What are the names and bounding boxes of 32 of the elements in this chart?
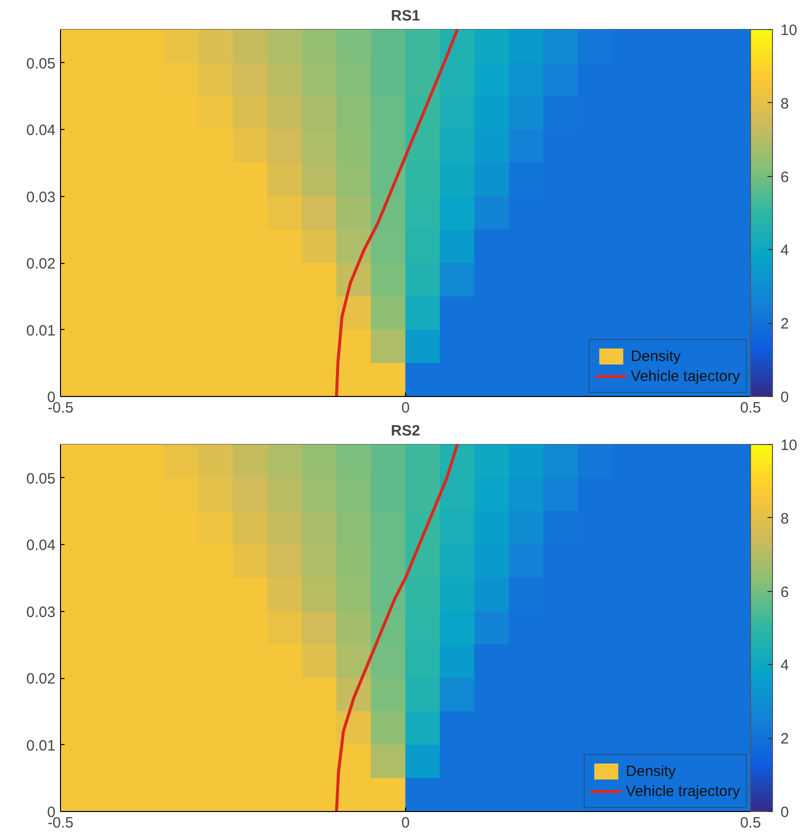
color-bar-label: 2 (780, 316, 789, 333)
color-bar-label: 0 (780, 389, 789, 406)
chart-title: RS1 (390, 8, 420, 24)
color-bar-label: 2 (780, 730, 789, 748)
y-tick-label: 0.03 (26, 188, 56, 206)
legend-label: Vehicle tajectory (630, 368, 740, 384)
color-bar-label: 8 (780, 95, 789, 112)
x-tick-label: 0.5 (740, 400, 761, 416)
y-tick-label: 0.03 (26, 604, 56, 621)
x-tick-label: 0 (401, 814, 410, 832)
legend-label: Vehicle trajectory (626, 782, 740, 800)
y-tick-label: 0.02 (26, 670, 56, 688)
color-bar-label: 10 (780, 437, 798, 454)
color-bar-label: 8 (780, 510, 789, 528)
color-bar-label: 4 (780, 242, 789, 260)
y-tick-label: 0.01 (26, 322, 56, 340)
y-tick-label: 0.05 (26, 55, 56, 72)
x-tick-label: 0 (401, 400, 410, 416)
color-bar-title: Density (626, 762, 676, 780)
color-bar-label: 10 (780, 22, 798, 39)
x-tick-label: 0.5 (740, 814, 761, 832)
color-bar-label: 0 (780, 804, 789, 821)
chart-title: RS2 (390, 422, 420, 440)
color-bar-label: 6 (780, 584, 789, 601)
y-tick-label: 0.01 (26, 737, 56, 754)
y-tick-label: 0.04 (26, 537, 56, 554)
color-bar-label: 4 (780, 657, 789, 674)
y-tick-label: 0.02 (26, 256, 56, 273)
y-tick-label: 0.05 (26, 470, 56, 488)
color-bar-label: 6 (780, 168, 789, 186)
color-bar-title: Density (630, 348, 681, 364)
y-tick-label: 0.04 (26, 122, 56, 140)
